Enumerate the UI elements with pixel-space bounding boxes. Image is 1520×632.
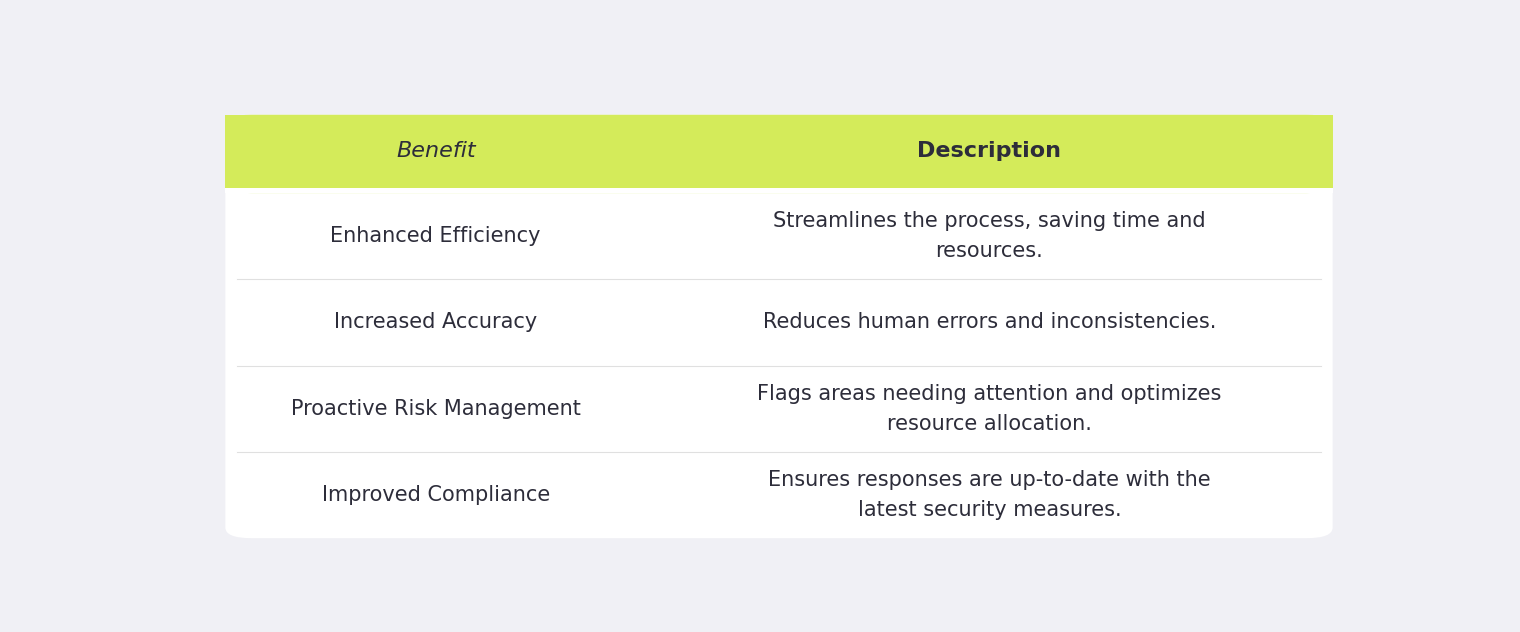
Text: Improved Compliance: Improved Compliance bbox=[322, 485, 550, 505]
Bar bbox=[225, 115, 1333, 188]
FancyBboxPatch shape bbox=[225, 115, 1333, 193]
Bar bbox=[225, 177, 1333, 193]
Text: Proactive Risk Management: Proactive Risk Management bbox=[290, 399, 581, 419]
Text: Streamlines the process, saving time and
resources.: Streamlines the process, saving time and… bbox=[774, 212, 1205, 261]
Text: Reduces human errors and inconsistencies.: Reduces human errors and inconsistencies… bbox=[763, 312, 1216, 332]
Text: Increased Accuracy: Increased Accuracy bbox=[334, 312, 538, 332]
Text: Flags areas needing attention and optimizes
resource allocation.: Flags areas needing attention and optimi… bbox=[757, 384, 1222, 434]
Text: Benefit: Benefit bbox=[395, 141, 476, 161]
Bar bbox=[225, 177, 1333, 193]
Text: Description: Description bbox=[918, 141, 1061, 161]
Text: Enhanced Efficiency: Enhanced Efficiency bbox=[330, 226, 541, 246]
Text: Ensures responses are up-to-date with the
latest security measures.: Ensures responses are up-to-date with th… bbox=[768, 470, 1211, 520]
FancyBboxPatch shape bbox=[225, 115, 1333, 538]
